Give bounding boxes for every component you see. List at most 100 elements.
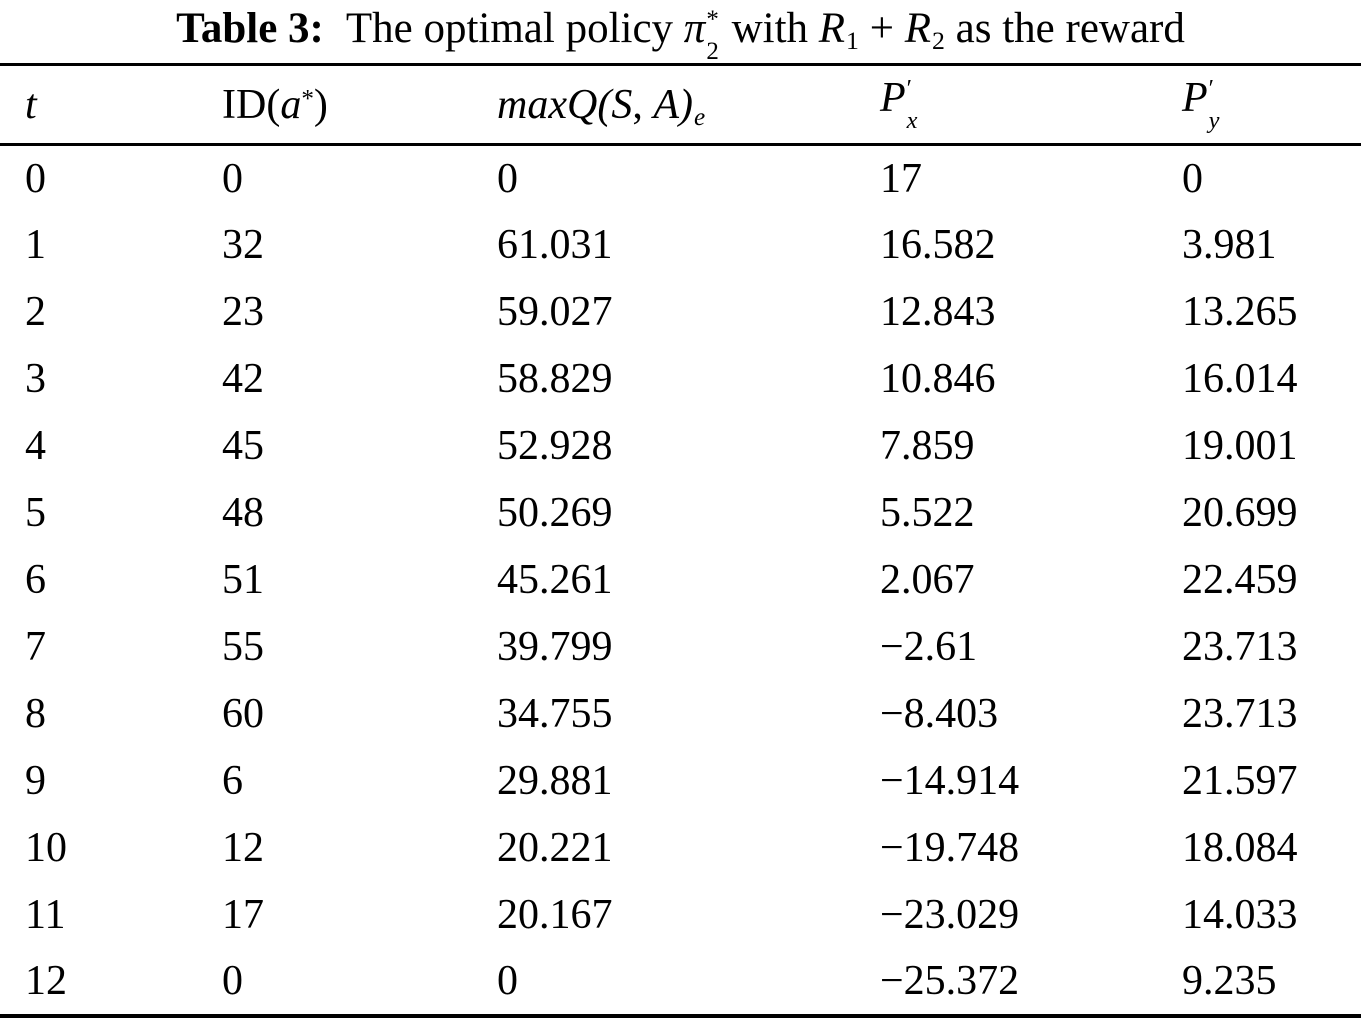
cell-maxq: 0 [497,958,518,1004]
cell-t: 3 [25,356,46,402]
cell-px: −25.372 [880,958,1020,1004]
cell-py: 0 [1182,155,1203,202]
cell-t: 12 [25,958,67,1004]
px-supsub: ′ x [907,73,918,136]
cell-id: 12 [222,825,264,871]
cell-maxq: 34.755 [497,691,613,737]
cell-id: 0 [222,155,243,202]
a-arg-symbol: A [653,81,679,128]
table-body: 0 0 0 17 0 1 32 61.031 16.582 3.981 2 23 59.027 12.84… [0,145,1361,1016]
table-row: 8 60 34.755 −8.403 23.713 [0,681,1361,748]
cell-px: −2.61 [880,624,978,670]
policy-table: t ID(a*) maxQ(S, A)e P ′ x P ′ y 0 0 0 17 0 1 32 61… [0,63,1361,1018]
cell-maxq: 20.167 [497,892,613,938]
cell-t: 9 [25,758,46,804]
cell-py: 18.084 [1182,825,1298,871]
cell-py: 20.699 [1182,490,1298,536]
t-symbol: t [25,81,37,128]
cell-maxq: 45.261 [497,557,613,603]
table-row: 5 48 50.269 5.522 20.699 [0,480,1361,547]
cell-id: 6 [222,758,243,804]
caption-text-1: The optimal policy [345,5,674,52]
maxq-symbol: maxQ [497,81,598,128]
cell-py: 9.235 [1182,958,1277,1004]
px-prime: ′ [906,74,912,102]
q-close-paren: ) [678,81,693,128]
col-header-id: ID(a*) [222,65,497,145]
a-symbol: a [280,81,302,128]
cell-py: 21.597 [1182,758,1298,804]
cell-t: 6 [25,557,46,603]
q-open-paren: ( [597,81,612,128]
col-header-maxq: maxQ(S, A)e [497,65,880,145]
cell-maxq: 50.269 [497,490,613,536]
header-row: t ID(a*) maxQ(S, A)e P ′ x P ′ y [0,65,1361,145]
cell-px: 16.582 [880,222,996,268]
cell-maxq: 61.031 [497,222,613,268]
px-subscript: x [906,106,918,134]
table-row: 6 51 45.261 2.067 22.459 [0,547,1361,614]
cell-py: 19.001 [1182,423,1298,469]
table-row: 1 32 61.031 16.582 3.981 [0,212,1361,279]
py-subscript: y [1208,106,1220,134]
s-symbol: S [611,81,633,128]
pi-subscript: 2 [706,37,719,63]
cell-id: 42 [222,356,264,402]
col-header-py: P ′ y [1182,65,1361,145]
cell-py: 22.459 [1182,557,1298,603]
cell-id: 51 [222,557,264,603]
cell-maxq: 58.829 [497,356,613,402]
table-header: t ID(a*) maxQ(S, A)e P ′ x P ′ y [0,65,1361,145]
cell-t: 10 [25,825,67,871]
pi-symbol: π [683,5,706,52]
r2-subscript: 2 [932,26,945,56]
cell-px: 12.843 [880,289,996,335]
cell-px: 10.846 [880,356,996,402]
table-row: 11 17 20.167 −23.029 14.033 [0,882,1361,949]
cell-px: 2.067 [880,557,975,603]
cell-px: −19.748 [880,825,1020,871]
cell-py: 3.981 [1182,222,1277,268]
pi-superscript: * [706,5,719,33]
table-row: 7 55 39.799 −2.61 23.713 [0,614,1361,681]
cell-py: 23.713 [1182,624,1298,670]
cell-t: 8 [25,691,46,737]
cell-id: 32 [222,222,264,268]
e-subscript: e [693,103,706,131]
cell-py: 14.033 [1182,892,1298,938]
cell-id: 23 [222,289,264,335]
cell-px: 5.522 [880,490,975,536]
table-row: 2 23 59.027 12.843 13.265 [0,279,1361,346]
table-row: 10 12 20.221 −19.748 18.084 [0,815,1361,882]
py-symbol: P [1182,74,1208,121]
cell-t: 7 [25,624,46,670]
cell-t: 1 [25,222,46,268]
cell-maxq: 39.799 [497,624,613,670]
table-row: 0 0 0 17 0 [0,145,1361,212]
cell-id: 48 [222,490,264,536]
r1-symbol: R [818,5,846,52]
cell-py: 16.014 [1182,356,1298,402]
table-row: 9 6 29.881 −14.914 21.597 [0,748,1361,815]
r2-symbol: R [904,5,931,52]
cell-t: 5 [25,490,46,536]
col-header-px: P ′ x [880,65,1182,145]
cell-id: 17 [222,892,264,938]
caption-text-3: as the reward [955,5,1185,52]
q-comma: , [632,81,643,128]
cell-t: 2 [25,289,46,335]
cell-t: 4 [25,423,46,469]
cell-maxq: 52.928 [497,423,613,469]
cell-px: −23.029 [880,892,1020,938]
pi-supsub: * 2 [706,4,718,63]
cell-maxq: 59.027 [497,289,613,335]
cell-maxq: 29.881 [497,758,613,804]
cell-id: 55 [222,624,264,670]
table-caption: Table 3: The optimal policy π * 2 with R1 … [0,0,1361,63]
cell-py: 23.713 [1182,691,1298,737]
caption-text-2: with [731,5,809,52]
r1-subscript: 1 [846,26,859,56]
cell-t: 0 [25,155,46,202]
px-symbol: P [880,74,906,121]
